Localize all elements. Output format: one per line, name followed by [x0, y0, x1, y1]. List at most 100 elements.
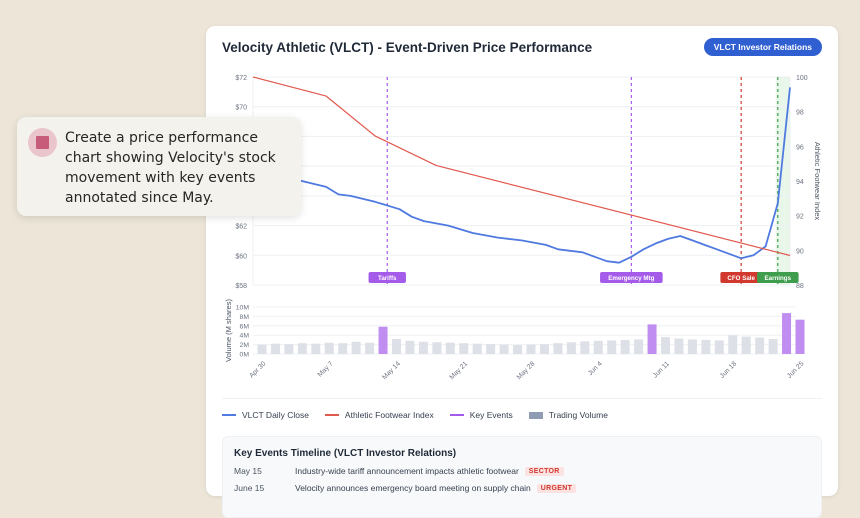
y2-tick-label: 90 [796, 248, 804, 255]
vlct-close-line [252, 87, 791, 264]
y-tick-label: $58 [235, 283, 247, 290]
x-tick-label: Jun 4 [587, 360, 604, 377]
line-swatch-icon [324, 414, 339, 416]
volume-bar [405, 340, 415, 354]
prompt-tooltip: Create a price performance chart showing… [17, 117, 301, 216]
stop-square-icon[interactable] [28, 128, 57, 157]
svg-text:Tariffs: Tariffs [378, 275, 397, 282]
volume-bar [687, 339, 697, 354]
line-swatch-icon [449, 414, 464, 416]
volume-bar [284, 344, 294, 354]
legend-item-vlct-close[interactable]: VLCT Daily Close [222, 410, 309, 420]
legend-item-key-events[interactable]: Key Events [449, 410, 513, 420]
price-chart: $58$60$62$64$66$68$70$72889092949698100A… [224, 75, 822, 381]
y2-axis-label: Athletic Footwear Index [813, 142, 822, 221]
event-label: CFO Sale [720, 272, 762, 283]
y-tick-label: $70 [235, 105, 247, 112]
timeline-row: May 15 Industry-wide tariff announcement… [234, 466, 564, 476]
volume-bar [499, 344, 509, 354]
volume-bar [647, 324, 657, 354]
volume-bar [768, 338, 778, 354]
legend-label: Athletic Footwear Index [344, 410, 434, 420]
volume-bar [257, 344, 267, 354]
volume-bar [445, 342, 455, 354]
x-tick-label: Apr 30 [248, 360, 267, 379]
x-tick-label: May 7 [317, 360, 335, 378]
event-label: Earnings [756, 272, 799, 283]
volume-bar [553, 343, 563, 354]
x-tick-label: May 21 [448, 360, 469, 381]
investor-relations-button[interactable]: VLCT Investor Relations [703, 38, 822, 56]
volume-bar [378, 326, 388, 354]
prompt-text: Create a price performance chart showing… [65, 130, 276, 206]
volume-tick-label: 8M [240, 314, 250, 321]
svg-text:Emergency Mtg: Emergency Mtg [608, 275, 654, 282]
volume-bar [634, 339, 644, 354]
x-tick-label: May 28 [516, 360, 537, 381]
x-tick-label: Jun 11 [652, 360, 671, 379]
volume-bar [620, 339, 630, 354]
volume-bar [593, 340, 603, 354]
event-label: Emergency Mtg [600, 272, 663, 283]
footwear-index-line [252, 76, 791, 257]
timeline-date: May 15 [234, 466, 262, 476]
volume-bar [311, 343, 321, 354]
volume-bar [701, 339, 711, 354]
svg-text:CFO Sale: CFO Sale [727, 275, 755, 282]
y2-tick-label: 94 [796, 179, 804, 186]
volume-bar [324, 342, 334, 354]
y2-tick-label: 88 [796, 283, 804, 290]
x-tick-label: May 14 [381, 360, 402, 381]
volume-bar [526, 344, 536, 354]
volume-axis-label: Volume (M shares) [224, 299, 233, 362]
legend-item-footwear-index[interactable]: Athletic Footwear Index [324, 410, 434, 420]
key-events-timeline: Key Events Timeline (VLCT Investor Relat… [222, 436, 822, 518]
timeline-text: Industry-wide tariff announcement impact… [295, 466, 519, 476]
volume-bar [365, 342, 375, 354]
y2-tick-label: 100 [796, 75, 808, 82]
volume-bar [795, 319, 805, 354]
legend-label: Trading Volume [548, 410, 608, 420]
volume-tick-label: 2M [240, 342, 250, 349]
y2-tick-label: 96 [796, 144, 804, 151]
volume-bar [661, 337, 670, 354]
legend-label: Key Events [469, 410, 513, 420]
y-tick-label: $60 [235, 253, 247, 260]
timeline-title: Key Events Timeline (VLCT Investor Relat… [234, 448, 457, 459]
volume-bar [741, 336, 751, 354]
x-tick-label: Jun 18 [719, 360, 739, 380]
chart-card: Velocity Athletic (VLCT) - Event-Driven … [206, 26, 838, 518]
volume-bar [566, 342, 576, 354]
legend-label: VLCT Daily Close [242, 410, 309, 420]
legend-item-trading-volume[interactable]: Trading Volume [528, 410, 608, 420]
volume-tick-label: 4M [240, 333, 250, 340]
y2-tick-label: 92 [796, 214, 804, 221]
line-swatch-icon [222, 414, 236, 416]
volume-bar [580, 341, 590, 354]
volume-bar [607, 340, 617, 354]
volume-bar [418, 341, 428, 354]
volume-bar [513, 345, 523, 354]
volume-bar [338, 343, 348, 354]
volume-bar [539, 344, 549, 354]
y2-tick-label: 98 [796, 110, 804, 117]
volume-bar [297, 343, 307, 354]
volume-tick-label: 0M [240, 352, 250, 359]
y-tick-label: $72 [235, 75, 247, 82]
volume-bar [782, 313, 792, 354]
volume-bar [728, 335, 738, 354]
volume-bar [432, 342, 442, 354]
volume-bar [351, 341, 361, 354]
page-title: Velocity Athletic (VLCT) - Event-Driven … [222, 40, 593, 55]
divider [222, 398, 822, 399]
y-tick-label: $62 [235, 224, 247, 231]
volume-tick-label: 10M [236, 305, 250, 312]
volume-bar [459, 343, 469, 354]
volume-bar [472, 343, 482, 354]
chart-legend: VLCT Daily Close Athletic Footwear Index… [222, 410, 608, 420]
event-label: Tariffs [368, 272, 406, 283]
svg-text:Earnings: Earnings [765, 275, 792, 282]
volume-bar [270, 343, 280, 354]
sector-tag: SECTOR [524, 466, 564, 476]
volume-bar [674, 338, 684, 354]
